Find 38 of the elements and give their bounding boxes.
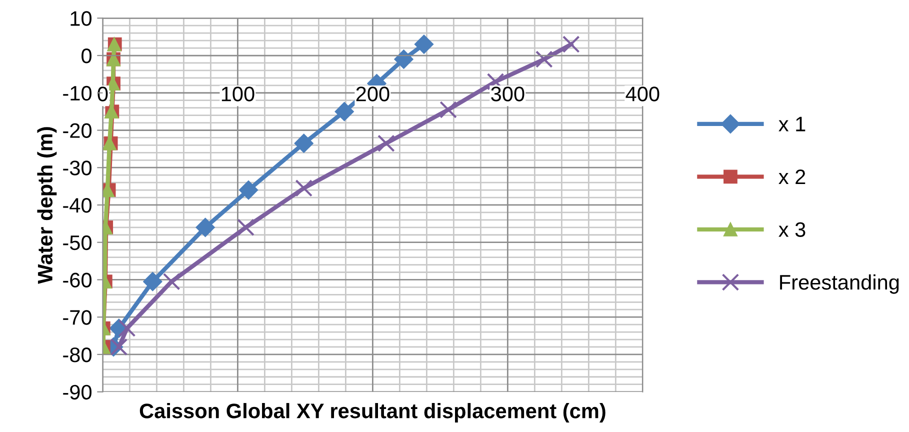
point	[110, 338, 128, 356]
y-tick-label: 10	[70, 11, 92, 26]
y-tick-label: -70	[63, 310, 92, 325]
point	[196, 218, 215, 237]
y-tick-label: -40	[63, 198, 92, 213]
point	[118, 320, 136, 337]
y-tick-label: -80	[63, 347, 92, 362]
x-tick-label: 400	[626, 86, 660, 102]
point	[394, 50, 414, 69]
y-tick-label: -90	[63, 384, 92, 400]
point	[414, 34, 434, 54]
y-tick-label: -50	[63, 235, 92, 250]
y-tick-label: -10	[63, 86, 92, 101]
legend-label: Freestanding	[780, 274, 899, 294]
point	[295, 179, 313, 197]
point	[143, 272, 162, 292]
point	[440, 101, 457, 118]
y-axis-title: Water depth (m)	[37, 127, 57, 284]
y-tick-label: -30	[63, 160, 92, 176]
point	[162, 272, 180, 290]
point	[237, 218, 254, 236]
x-tick-label: 0	[98, 86, 108, 102]
point	[294, 134, 314, 153]
x-tick-label: 100	[222, 86, 254, 102]
y-tick-label: -20	[63, 123, 92, 138]
legend-label: x 2	[778, 169, 806, 184]
x-tick-label: 300	[491, 86, 524, 102]
point	[535, 50, 553, 68]
legend-label: x 1	[778, 116, 806, 132]
point	[238, 180, 258, 200]
y-tick-label: -60	[63, 272, 92, 288]
x-tick-label: 200	[356, 86, 390, 102]
point	[334, 102, 354, 122]
legend-label: x 3	[778, 222, 806, 237]
x-axis-title: Caisson Global XY resultant displacement (cm)	[140, 403, 606, 422]
point	[562, 36, 580, 53]
point	[378, 134, 395, 152]
y-tick-label: 0	[82, 48, 92, 64]
